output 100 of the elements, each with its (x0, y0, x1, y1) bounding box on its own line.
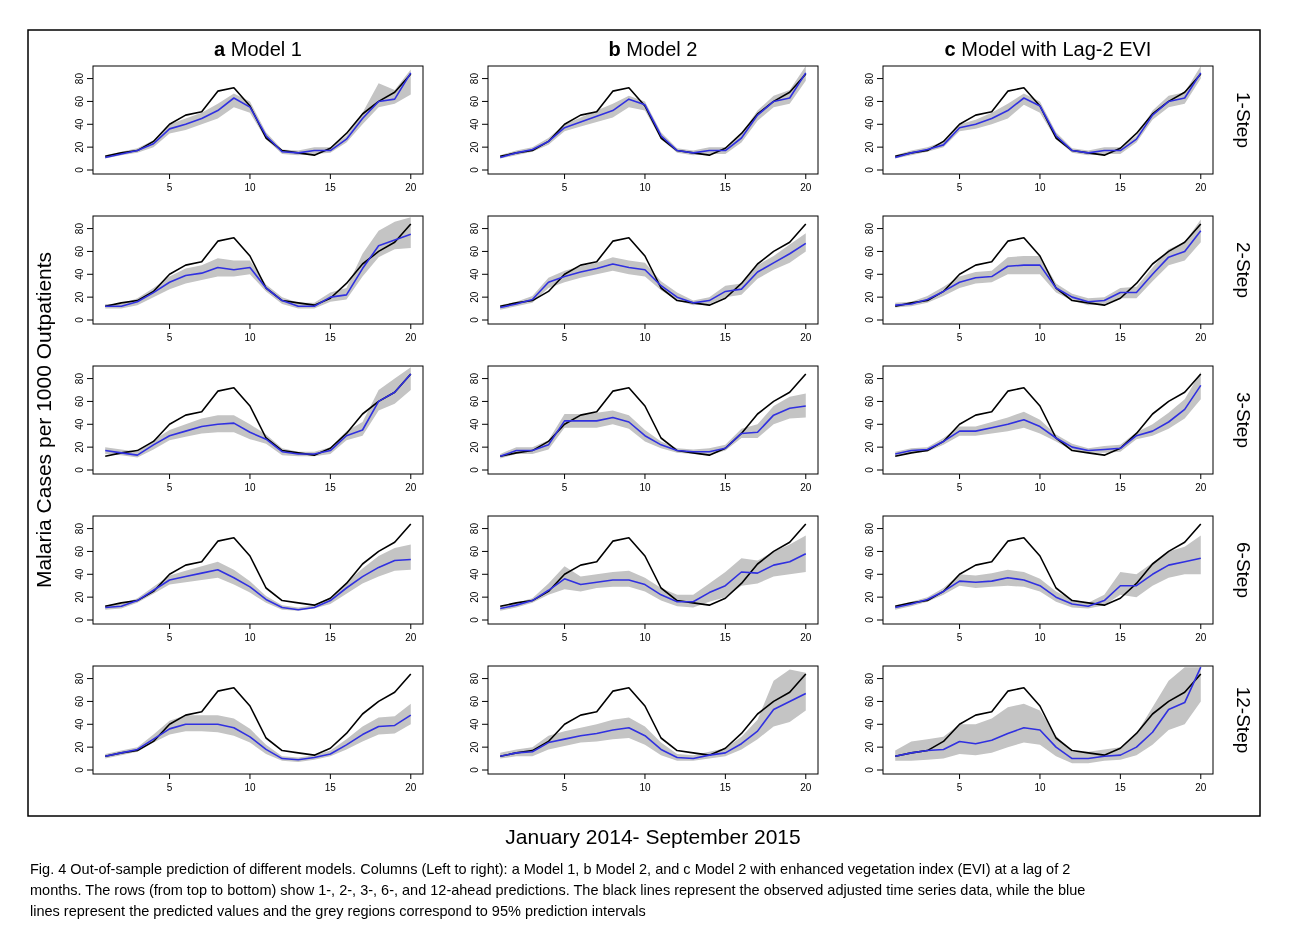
y-tick-label: 80 (864, 372, 875, 385)
x-tick-label: 15 (324, 782, 337, 793)
x-tick-label: 10 (639, 332, 651, 343)
x-tick-label: 5 (561, 482, 568, 493)
y-tick-label: 40 (864, 268, 875, 280)
x-tick-label: 20 (800, 782, 812, 793)
line-series (499, 523, 807, 608)
y-tick-label: 80 (74, 672, 85, 685)
x-tick-label: 10 (244, 782, 256, 793)
y-tick-label: 0 (864, 316, 875, 323)
y-tick-label: 80 (74, 522, 85, 535)
y2-axis-title: 2-Step (1233, 242, 1254, 298)
line-series (104, 523, 412, 608)
x-tick-label: 15 (324, 482, 337, 493)
y-tick-label: 80 (864, 522, 875, 535)
y-tick-label: 40 (74, 118, 85, 130)
y-tick-label: 80 (469, 222, 480, 235)
x-tick-label: 20 (1195, 782, 1207, 793)
y-tick-label: 80 (864, 222, 875, 235)
line-series (499, 373, 807, 458)
y-tick-label: 20 (74, 291, 85, 303)
y-tick-label: 40 (74, 718, 85, 730)
y-axis-title: Malaria Cases per 1000 Outpatients (32, 251, 55, 589)
line-series (894, 384, 1202, 455)
y-tick-label: 40 (864, 718, 875, 730)
y-tick-label: 60 (864, 95, 875, 107)
y2-axis-title: 12-Step (1233, 686, 1254, 754)
x-tick-label: 20 (405, 632, 417, 643)
x-tick-label: 5 (956, 782, 963, 793)
y-tick-label: 20 (864, 591, 875, 603)
y-tick-label: 0 (469, 766, 480, 773)
x-tick-label: 10 (244, 632, 256, 643)
x-tick-label: 20 (405, 332, 417, 343)
y-tick-label: 20 (469, 741, 480, 753)
caption: Fig. 4 Out-of-sample prediction of different models. Columns (Left to right): a Model 1, b Model 2, and c Model 2 with enhanced vegetation index (EVI) at a lag of 2 months. The rows (from top to bottom) show 1-, 2-, 3-, 6-, and 12-ahead predictions. The black lines represent the observed adjusted time series data, while the blue lines represent the predicted values and the grey regions correspond to 95% prediction intervals (30, 861, 1086, 919)
x-tick-label: 5 (166, 332, 173, 343)
y-tick-label: 80 (469, 72, 480, 85)
x-tick-label: 5 (561, 182, 568, 193)
x-tick-label: 20 (800, 632, 812, 643)
y-tick-label: 60 (74, 95, 85, 107)
y-tick-label: 40 (74, 268, 85, 280)
y-tick-label: 40 (864, 118, 875, 130)
x-tick-label: 10 (244, 482, 256, 493)
x-tick-label: 5 (166, 632, 173, 643)
y-tick-label: 20 (864, 291, 875, 303)
y-tick-label: 60 (864, 395, 875, 407)
y-tick-label: 60 (864, 695, 875, 707)
x-tick-label: 5 (561, 332, 568, 343)
y2-axis-title: 3-Step (1233, 392, 1254, 448)
y-tick-label: 60 (469, 695, 480, 707)
y-tick-label: 80 (864, 672, 875, 685)
x-tick-label: 15 (719, 182, 732, 193)
x-tick-label: 10 (1034, 632, 1046, 643)
x-tick-label: 15 (719, 332, 732, 343)
y-tick-label: 60 (469, 245, 480, 257)
y-tick-label: 0 (469, 166, 480, 173)
x-tick-label: 20 (1195, 632, 1207, 643)
x-tick-label: 10 (1034, 782, 1046, 793)
y-tick-label: 60 (469, 95, 480, 107)
y-tick-label: 20 (74, 741, 85, 753)
chart-title: b Model 2 (608, 38, 698, 60)
line-series (894, 523, 1202, 608)
x-axis-title: January 2014- September 2015 (505, 825, 801, 848)
chart-title: c Model with Lag-2 EVI (944, 38, 1152, 60)
y-tick-label: 60 (74, 695, 85, 707)
y-tick-label: 60 (74, 545, 85, 557)
y-tick-label: 0 (864, 466, 875, 473)
y-tick-label: 0 (469, 616, 480, 623)
y-tick-label: 0 (864, 766, 875, 773)
x-tick-label: 15 (719, 482, 732, 493)
x-tick-label: 20 (800, 182, 812, 193)
x-tick-label: 15 (1114, 332, 1127, 343)
y-tick-label: 80 (74, 72, 85, 85)
x-tick-label: 5 (166, 782, 173, 793)
y-tick-label: 80 (74, 372, 85, 385)
y-tick-label: 40 (74, 418, 85, 430)
line-series (499, 552, 807, 610)
x-tick-label: 5 (166, 182, 173, 193)
x-tick-label: 5 (956, 332, 963, 343)
x-tick-label: 20 (1195, 482, 1207, 493)
x-tick-label: 10 (639, 182, 651, 193)
y-tick-label: 60 (864, 545, 875, 557)
y2-axis-title: 6-Step (1233, 542, 1254, 598)
x-tick-label: 20 (800, 332, 812, 343)
x-tick-label: 10 (1034, 482, 1046, 493)
y-tick-label: 0 (74, 466, 85, 473)
x-tick-label: 15 (1114, 632, 1127, 643)
y-tick-label: 20 (469, 591, 480, 603)
y-tick-label: 20 (469, 141, 480, 153)
y-tick-label: 0 (469, 466, 480, 473)
line-series (894, 557, 1202, 609)
x-tick-label: 10 (1034, 332, 1046, 343)
y-tick-label: 0 (74, 316, 85, 323)
x-tick-label: 15 (324, 332, 337, 343)
y-tick-label: 0 (74, 616, 85, 623)
y-tick-label: 20 (74, 441, 85, 453)
x-tick-label: 5 (166, 482, 173, 493)
x-tick-label: 10 (1034, 182, 1046, 193)
y-tick-label: 20 (469, 441, 480, 453)
y-tick-label: 80 (864, 72, 875, 85)
